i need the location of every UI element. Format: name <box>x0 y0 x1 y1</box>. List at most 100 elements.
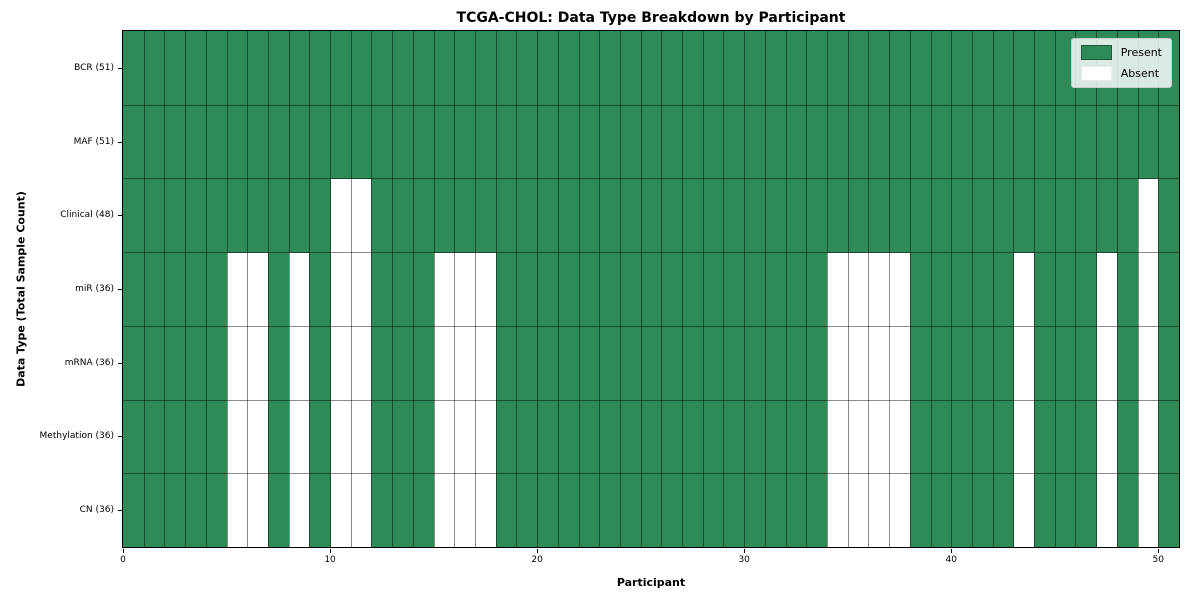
matrix-cell <box>640 178 662 253</box>
matrix-cell <box>971 325 994 401</box>
y-tick-mark <box>118 362 122 364</box>
matrix-cell <box>702 399 724 474</box>
gridline-vertical <box>661 31 663 547</box>
gridline-vertical <box>1075 31 1077 547</box>
gridline-vertical <box>930 31 932 547</box>
matrix-cell <box>909 31 932 106</box>
gridline-vertical <box>971 31 973 547</box>
gridline-vertical <box>309 31 311 547</box>
matrix-cell <box>619 473 642 548</box>
matrix-cell <box>288 104 310 179</box>
matrix-cell <box>309 473 331 548</box>
matrix-cell <box>1116 252 1139 327</box>
matrix-cell <box>123 252 145 327</box>
matrix-cell <box>1034 473 1056 548</box>
matrix-cell <box>164 31 186 106</box>
matrix-cell <box>1116 473 1139 548</box>
matrix-cell <box>537 473 559 548</box>
matrix-cell <box>1054 178 1076 253</box>
matrix-cell <box>764 325 787 401</box>
matrix-cell <box>371 473 393 548</box>
gridline-vertical <box>827 31 828 547</box>
matrix-cell <box>640 399 662 474</box>
gridline-vertical <box>889 31 891 547</box>
matrix-cell <box>371 31 393 106</box>
matrix-cell <box>1158 399 1180 474</box>
matrix-cell <box>1075 473 1097 548</box>
x-axis-label: Participant <box>616 576 686 589</box>
matrix-cell <box>371 104 393 179</box>
matrix-cell <box>1158 473 1180 548</box>
legend-label-present: Present <box>1120 46 1162 59</box>
matrix-cell <box>164 252 186 327</box>
matrix-cell <box>1034 104 1056 179</box>
matrix-cell <box>371 399 393 474</box>
x-tick-label: 50 <box>1152 555 1165 565</box>
legend: Present Absent <box>1070 38 1172 88</box>
matrix-cell <box>599 252 621 327</box>
matrix-cell <box>971 252 994 327</box>
gridline-vertical <box>806 31 808 547</box>
gridline-vertical <box>951 31 953 547</box>
matrix-cell <box>661 104 683 179</box>
matrix-cell <box>661 399 683 474</box>
x-tick-label: 20 <box>531 555 543 565</box>
matrix-cell <box>454 178 476 253</box>
matrix-cell <box>185 31 207 106</box>
matrix-cell <box>992 325 1014 401</box>
matrix-cell <box>350 31 372 106</box>
matrix-cell <box>930 31 952 106</box>
matrix-cell <box>764 252 787 327</box>
matrix-cell <box>599 399 621 474</box>
matrix-cell <box>309 252 331 327</box>
x-tick-mark <box>330 549 332 553</box>
matrix-cell <box>578 399 600 474</box>
matrix-cell <box>516 325 538 401</box>
matrix-cell <box>744 325 766 401</box>
matrix-cell <box>123 104 145 179</box>
matrix-cell <box>392 252 414 327</box>
matrix-cell <box>288 178 310 253</box>
matrix-cell <box>392 325 414 401</box>
matrix-cell <box>1075 178 1097 253</box>
gridline-vertical <box>1096 31 1098 547</box>
matrix-cell <box>164 473 186 548</box>
matrix-cell <box>971 104 994 179</box>
matrix-cell <box>537 399 559 474</box>
matrix-cell <box>1158 252 1180 327</box>
matrix-cell <box>971 399 994 474</box>
gridline-vertical <box>475 31 476 547</box>
matrix-cell <box>951 325 973 401</box>
matrix-cell <box>143 473 165 548</box>
matrix-cell <box>723 473 745 548</box>
matrix-cell <box>909 104 932 179</box>
matrix-cell <box>764 104 787 179</box>
matrix-cell <box>475 31 497 106</box>
matrix-cell <box>868 104 890 179</box>
matrix-cell <box>744 252 766 327</box>
matrix-cell <box>930 473 952 548</box>
matrix-cell <box>868 31 890 106</box>
matrix-cell <box>205 325 228 401</box>
matrix-cell <box>412 31 435 106</box>
matrix-cell <box>143 399 165 474</box>
matrix-cell <box>330 104 352 179</box>
matrix-cell <box>661 473 683 548</box>
matrix-cell <box>930 252 952 327</box>
matrix-cell <box>661 31 683 106</box>
matrix-cell <box>392 473 414 548</box>
matrix-cell <box>495 31 517 106</box>
matrix-cell <box>309 178 331 253</box>
matrix-cell <box>578 178 600 253</box>
matrix-cell <box>392 31 414 106</box>
x-tick-mark <box>744 549 746 553</box>
gridline-vertical <box>350 31 352 547</box>
gridline-vertical <box>682 31 684 547</box>
matrix-cell <box>1116 104 1139 179</box>
matrix-cell <box>702 104 724 179</box>
matrix-cell <box>371 325 393 401</box>
legend-label-absent: Absent <box>1120 67 1160 80</box>
gridline-vertical <box>143 31 145 547</box>
gridline-vertical <box>992 31 994 547</box>
gridline-vertical <box>619 31 621 547</box>
